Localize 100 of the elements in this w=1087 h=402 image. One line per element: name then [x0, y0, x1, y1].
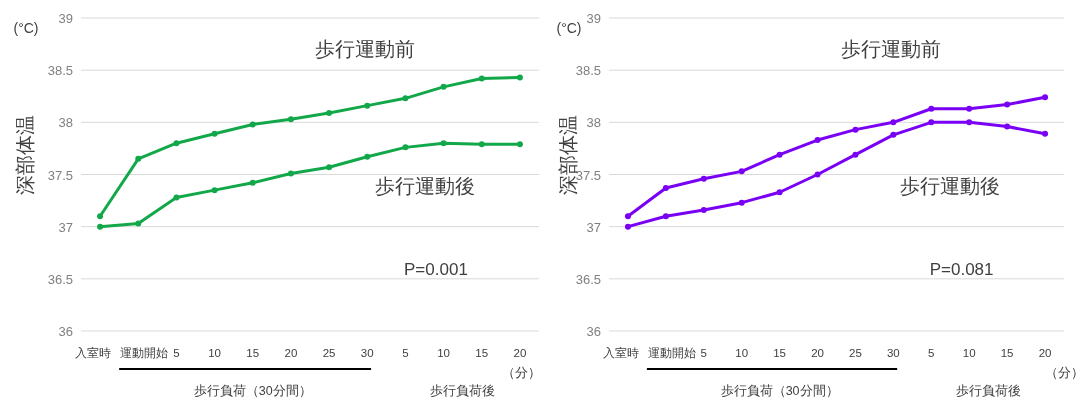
- point: [135, 220, 142, 227]
- point: [402, 144, 409, 151]
- point: [516, 141, 523, 148]
- y-tick-label: 38: [58, 115, 73, 131]
- text: (°C): [556, 20, 582, 36]
- point: [402, 95, 409, 102]
- point: [1004, 123, 1011, 130]
- point: [852, 151, 859, 158]
- y-tick-label: 39: [58, 11, 73, 26]
- series-label: 歩行運動後: [900, 175, 1001, 198]
- x-tick-label: 15: [773, 347, 787, 359]
- point: [135, 155, 142, 162]
- point: [662, 185, 669, 192]
- point: [211, 187, 218, 194]
- text: （分）: [502, 365, 541, 380]
- y-tick-label: 36: [58, 324, 73, 339]
- point: [624, 223, 631, 230]
- y-tick-label: 38: [586, 115, 601, 131]
- y-tick-label: 37: [58, 219, 73, 235]
- y-tick-label: 39: [586, 11, 601, 26]
- point: [966, 119, 973, 126]
- y-tick-label: 36.5: [575, 271, 601, 287]
- point: [890, 119, 897, 126]
- point: [287, 116, 294, 123]
- x-tick-label: 5: [173, 347, 180, 359]
- x-tick-label: 20: [284, 347, 298, 359]
- x-tick-label: 5: [402, 347, 409, 359]
- x-tick-label: 10: [735, 347, 749, 359]
- y-axis-title: 深部体温: [557, 114, 579, 195]
- x-tick-label: 15: [1000, 347, 1014, 359]
- point: [364, 153, 371, 160]
- point: [249, 121, 256, 128]
- x-tick-label: 5: [700, 347, 707, 359]
- x-tick-label: 入室時: [75, 346, 112, 359]
- point: [97, 213, 104, 220]
- series-label: 歩行運動後: [374, 175, 475, 198]
- point: [624, 213, 631, 220]
- point: [814, 137, 821, 144]
- text: 歩行負荷（30分間）: [193, 384, 312, 398]
- point: [1004, 101, 1011, 108]
- point: [364, 102, 371, 109]
- y-tick-label: 38.5: [47, 63, 73, 79]
- point: [852, 126, 859, 133]
- point: [738, 199, 745, 206]
- x-tick-label: 10: [437, 347, 450, 359]
- text: 歩行負荷後: [430, 384, 496, 398]
- point: [478, 75, 485, 82]
- annotation: P=0.081: [929, 260, 994, 279]
- point: [440, 83, 447, 90]
- y-tick-label: 37: [586, 219, 601, 235]
- series-label: 歩行運動前: [314, 37, 415, 60]
- x-tick-label: 入室時: [602, 346, 639, 359]
- point: [700, 175, 707, 182]
- point: [173, 194, 180, 201]
- text: 歩行負荷（30分間）: [720, 384, 839, 398]
- x-tick-label: 10: [962, 347, 976, 359]
- point: [966, 105, 973, 112]
- point: [890, 131, 897, 138]
- point: [478, 141, 485, 148]
- point: [738, 168, 745, 175]
- point: [662, 213, 669, 220]
- point: [776, 151, 783, 158]
- point: [173, 140, 180, 147]
- point: [516, 74, 523, 81]
- text: (°C): [13, 20, 39, 36]
- point: [326, 109, 333, 116]
- y-tick-label: 36.5: [47, 271, 73, 287]
- x-tick-label: 5: [928, 347, 935, 359]
- x-tick-label: 10: [208, 347, 221, 359]
- y-tick-label: 36: [586, 324, 601, 339]
- text: （分）: [1045, 365, 1084, 380]
- point: [700, 206, 707, 213]
- x-tick-label: 20: [811, 347, 824, 359]
- point: [287, 170, 294, 177]
- x-tick-label: 30: [886, 347, 900, 359]
- point: [440, 140, 447, 147]
- y-tick-label: 37.5: [47, 167, 73, 183]
- x-tick-label: 15: [475, 347, 489, 359]
- x-tick-label: 25: [849, 347, 862, 359]
- point: [814, 171, 821, 178]
- point: [249, 179, 256, 186]
- y-axis-title: 深部体温: [14, 114, 36, 195]
- text: 歩行運動前: [841, 37, 942, 60]
- point: [928, 105, 935, 112]
- point: [326, 164, 333, 171]
- x-tick-label: 25: [322, 347, 336, 359]
- x-tick-label: 20: [1038, 347, 1052, 359]
- y-tick-label: 38.5: [575, 63, 601, 79]
- text: 歩行負荷後: [955, 384, 1021, 398]
- point: [928, 119, 935, 126]
- x-tick-label: 20: [513, 347, 527, 359]
- x-tick-label: 運動開始: [120, 347, 169, 359]
- x-tick-label: 15: [246, 347, 260, 359]
- point: [211, 130, 218, 137]
- point: [1042, 94, 1049, 101]
- point: [1042, 130, 1049, 137]
- point: [97, 223, 104, 230]
- x-tick-label: 運動開始: [647, 347, 696, 359]
- annotation: P=0.001: [404, 260, 468, 279]
- x-tick-label: 30: [360, 347, 374, 359]
